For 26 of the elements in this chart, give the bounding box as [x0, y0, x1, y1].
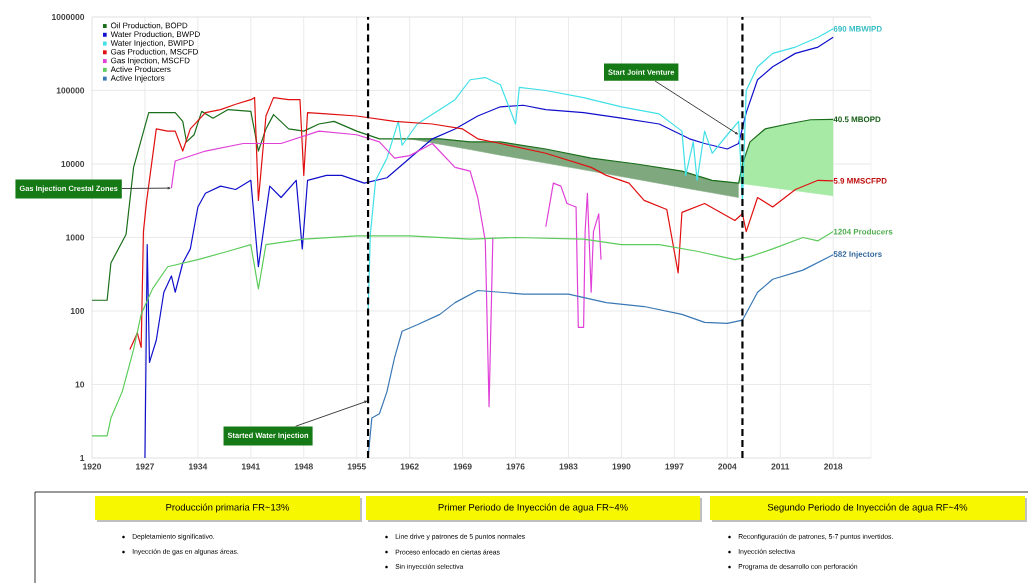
y-tick-label: 100000 — [56, 87, 85, 94]
y-tick-label: 10000 — [61, 161, 85, 167]
x-tick-label: 1997 — [665, 463, 684, 470]
x-tick-label: 1962 — [400, 463, 419, 470]
x-tick-label: 1976 — [506, 463, 525, 470]
x-tick-label: 1969 — [453, 463, 472, 470]
text: Primer Periodo de Inyección de agua FR~4% — [438, 503, 628, 513]
x-tick-label: 1983 — [559, 463, 578, 470]
x-tick-label: 1955 — [347, 463, 366, 470]
y-tick-label: 1000000 — [52, 14, 85, 20]
x-tick-label: 1948 — [294, 463, 313, 470]
text: Producción primaria FR~13% — [166, 503, 290, 513]
x-tick-label: 2018 — [824, 463, 843, 470]
x-tick-label: 1927 — [136, 463, 154, 470]
y-tick-label: 10 — [75, 381, 85, 388]
x-tick-label: 1934 — [189, 463, 208, 470]
y-tick-label: 100 — [70, 308, 85, 314]
x-tick-label: 2011 — [771, 463, 790, 470]
x-tick-label: 1990 — [612, 463, 631, 470]
text: Segundo Periodo de Inyección de agua RF~4% — [767, 503, 968, 513]
x-tick-label: 2004 — [718, 463, 737, 470]
line-series — [129, 97, 834, 351]
x-tick-label: 1920 — [83, 463, 102, 470]
y-tick-label: 1 — [80, 455, 85, 461]
x-tick-label: 1941 — [241, 463, 260, 470]
y-tick-label: 1000 — [66, 234, 85, 241]
